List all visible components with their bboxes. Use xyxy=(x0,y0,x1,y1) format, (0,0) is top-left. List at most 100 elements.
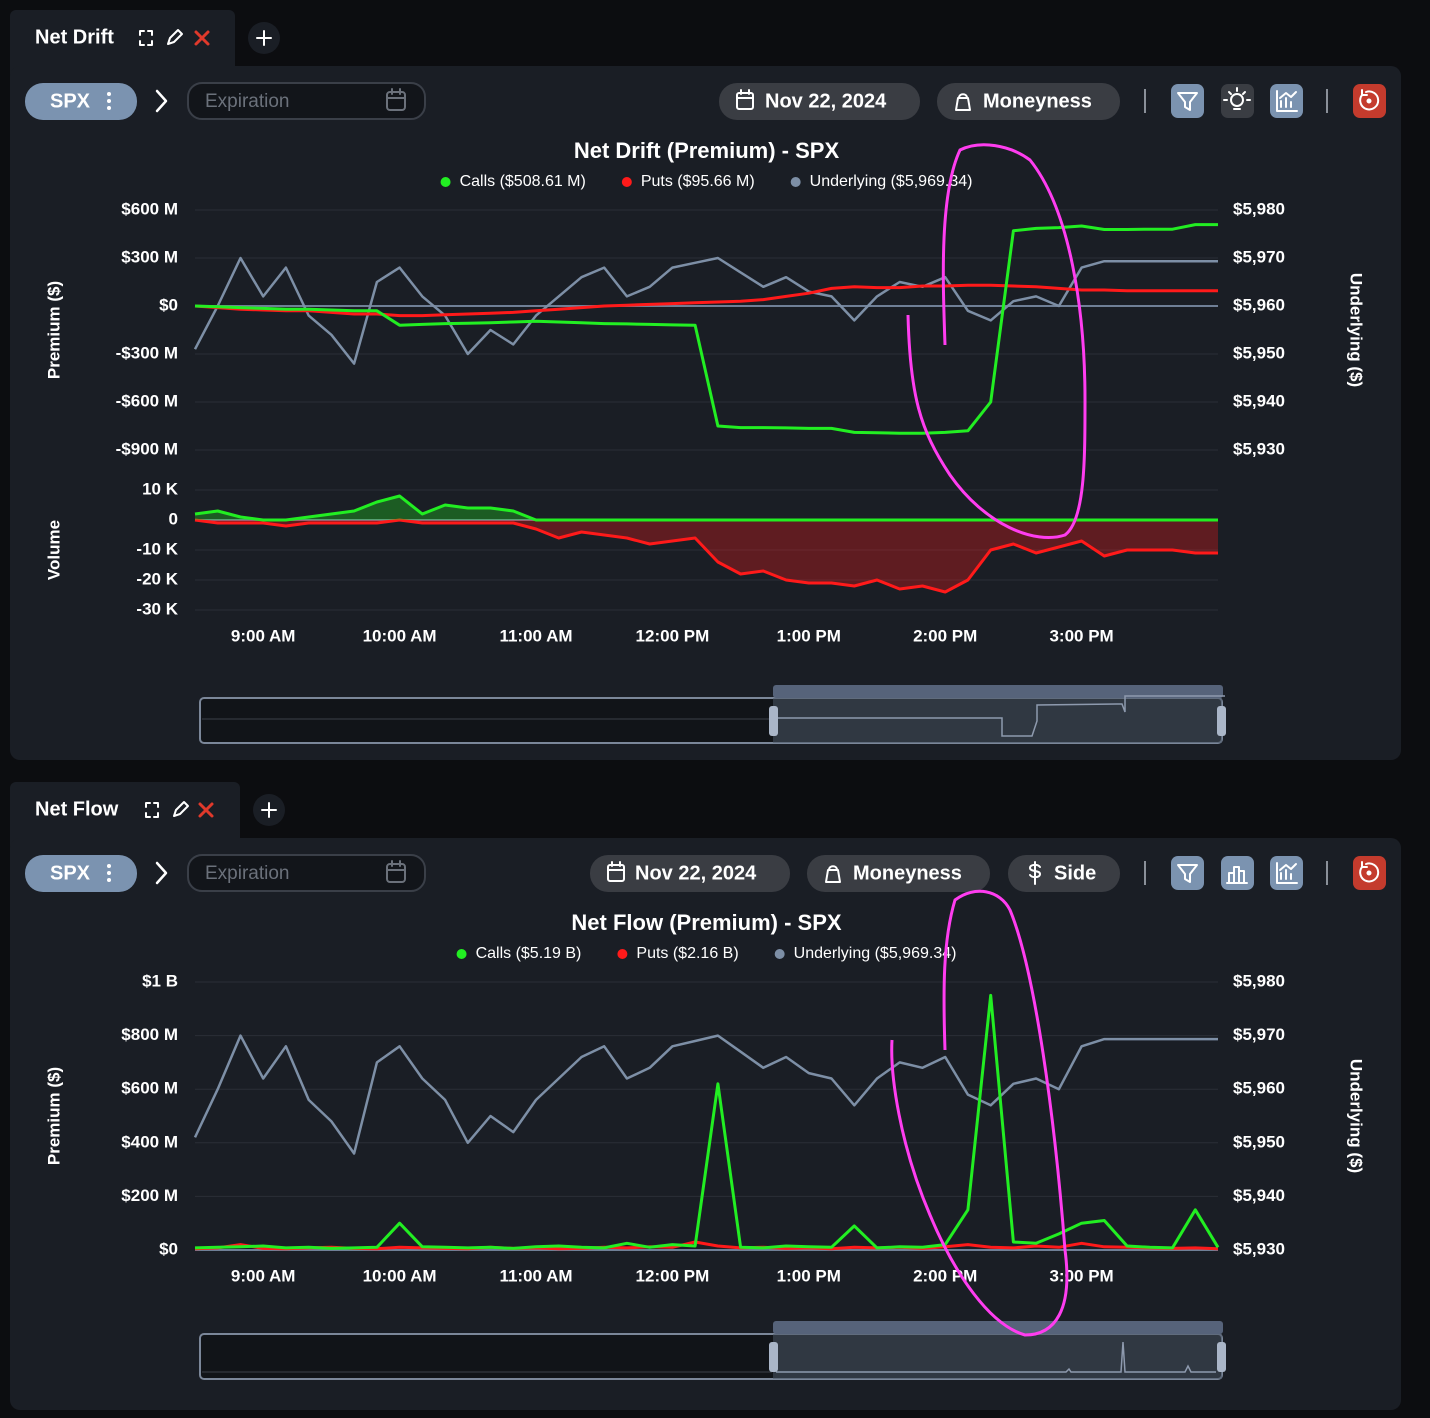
y2-tick-label: $5,970 xyxy=(1233,1025,1285,1044)
filter-icon xyxy=(1177,92,1198,111)
series-line xyxy=(194,494,1218,522)
filter-button[interactable] xyxy=(1171,84,1204,118)
y-tick-label: -$600 M xyxy=(116,391,178,410)
y-tick-label: $600 M xyxy=(121,199,178,218)
x-tick-label: 1:00 PM xyxy=(777,1266,841,1285)
tab-title[interactable]: Net Drift xyxy=(35,26,114,48)
legend: Calls ($5.19 B) Puts ($2.16 B) Underlying … xyxy=(456,945,956,962)
x-tick-label: 11:00 AM xyxy=(499,626,572,645)
menu-dots[interactable] xyxy=(107,864,111,882)
date-pill[interactable] xyxy=(590,855,790,892)
edit-icon[interactable] xyxy=(167,29,183,45)
calendar-icon xyxy=(607,861,625,882)
calendar-icon[interactable] xyxy=(386,88,406,111)
chart-title: Net Flow (Premium) - SPX xyxy=(571,910,841,935)
chart-title: Net Drift (Premium) - SPX xyxy=(574,138,840,163)
navigator-preview xyxy=(776,695,1225,737)
symbol[interactable]: SPX xyxy=(50,862,91,884)
y-tick-label: $0 xyxy=(159,1239,178,1258)
filter-button[interactable] xyxy=(1171,856,1204,890)
x-tick-label: 2:00 PM xyxy=(913,626,977,645)
date: Nov 22, 2024 xyxy=(635,862,757,884)
series-line xyxy=(194,518,1218,594)
y2-tick-label: $5,940 xyxy=(1233,391,1285,410)
x-tick-label: 3:00 PM xyxy=(1049,1266,1113,1285)
annotation-circle xyxy=(906,143,1087,539)
underlying-line xyxy=(193,256,1218,365)
navigator-handle[interactable] xyxy=(769,706,778,736)
dollar-icon xyxy=(1029,861,1041,885)
series-line xyxy=(194,993,1220,1250)
reset-icon xyxy=(1359,89,1380,111)
charts: Net Drift (Premium) - SPX $600 M $300 M $0 -… xyxy=(44,138,1365,1286)
navigator-window[interactable] xyxy=(773,698,1222,743)
expand-icon[interactable] xyxy=(145,802,159,818)
reset-icon xyxy=(1359,861,1380,883)
y2-tick-label: $5,970 xyxy=(1233,247,1285,266)
moneyness-pill[interactable] xyxy=(937,83,1120,120)
y-tick-label: $400 M xyxy=(121,1132,178,1151)
series-line xyxy=(194,283,1218,318)
y2-axis-label: Underlying ($) xyxy=(1347,273,1366,387)
bars-button[interactable] xyxy=(1221,856,1254,890)
bulb-icon xyxy=(1223,87,1251,110)
add-icon xyxy=(261,802,277,818)
symbol[interactable]: SPX xyxy=(50,90,91,112)
y-tick-label: $600 M xyxy=(121,1079,178,1098)
navigator-grip[interactable] xyxy=(773,1321,1223,1334)
close-icon[interactable] xyxy=(198,802,214,818)
tab[interactable] xyxy=(10,782,240,852)
close-icon[interactable] xyxy=(194,30,210,46)
navigator-handle[interactable] xyxy=(769,1342,778,1372)
chart-icon xyxy=(1276,862,1298,884)
chevron[interactable] xyxy=(155,89,168,113)
navigator-grip[interactable] xyxy=(773,685,1223,698)
area-fill xyxy=(195,496,1218,520)
y-tick-label: -$300 M xyxy=(116,343,178,362)
legend-label: Puts ($2.16 B) xyxy=(636,945,738,962)
bars-icon xyxy=(1226,866,1248,884)
legend-marker xyxy=(617,949,628,959)
y-axis-label: Premium ($) xyxy=(44,1067,63,1165)
menu-dots[interactable] xyxy=(107,92,111,110)
calendar-icon[interactable] xyxy=(386,860,406,883)
tab[interactable] xyxy=(10,10,235,80)
annotation-circle xyxy=(890,889,1069,1337)
y-tick-label: 10 K xyxy=(142,479,179,498)
date: Nov 22, 2024 xyxy=(765,90,887,112)
y-tick-label: -10 K xyxy=(136,539,178,558)
expiration-placeholder: Expiration xyxy=(205,91,290,112)
legend-marker xyxy=(621,177,632,187)
x-tick-label: 9:00 AM xyxy=(231,1266,296,1285)
x-tick-label: 2:00 PM xyxy=(913,1266,977,1285)
edit-icon[interactable] xyxy=(173,801,189,817)
series-line xyxy=(194,223,1218,435)
y-axis-label: Premium ($) xyxy=(44,281,63,379)
x-tick-label: 3:00 PM xyxy=(1049,626,1113,645)
tab-title[interactable]: Net Flow xyxy=(35,798,119,820)
legend-label: Calls ($508.61 M) xyxy=(460,173,586,190)
moneyness-pill[interactable] xyxy=(807,855,990,892)
y-tick-label: $800 M xyxy=(121,1025,178,1044)
y2-tick-label: $5,980 xyxy=(1233,971,1285,990)
navigator-preview xyxy=(776,1341,1216,1373)
x-tick-label: 1:00 PM xyxy=(777,626,841,645)
y-tick-label: $0 xyxy=(159,295,178,314)
expand-icon[interactable] xyxy=(139,30,153,46)
legend-marker xyxy=(440,177,451,187)
date-pill[interactable] xyxy=(719,83,920,120)
expiration-input[interactable] xyxy=(187,854,426,892)
navigator-handle[interactable] xyxy=(1217,706,1226,736)
legend-marker xyxy=(456,949,467,959)
y-tick-label: 0 xyxy=(169,509,178,528)
chevron[interactable] xyxy=(155,861,168,885)
legend: Calls ($508.61 M) Puts ($95.66 M) Underlyi… xyxy=(440,173,972,190)
y2-tick-label: $5,930 xyxy=(1233,1239,1285,1258)
x-tick-label: 10:00 AM xyxy=(363,626,437,645)
add-icon xyxy=(256,30,272,46)
filter-icon xyxy=(1177,864,1198,883)
navigator-handle[interactable] xyxy=(1217,1342,1226,1372)
expiration-input[interactable] xyxy=(187,82,426,120)
x-tick-label: 12:00 PM xyxy=(636,1266,710,1285)
